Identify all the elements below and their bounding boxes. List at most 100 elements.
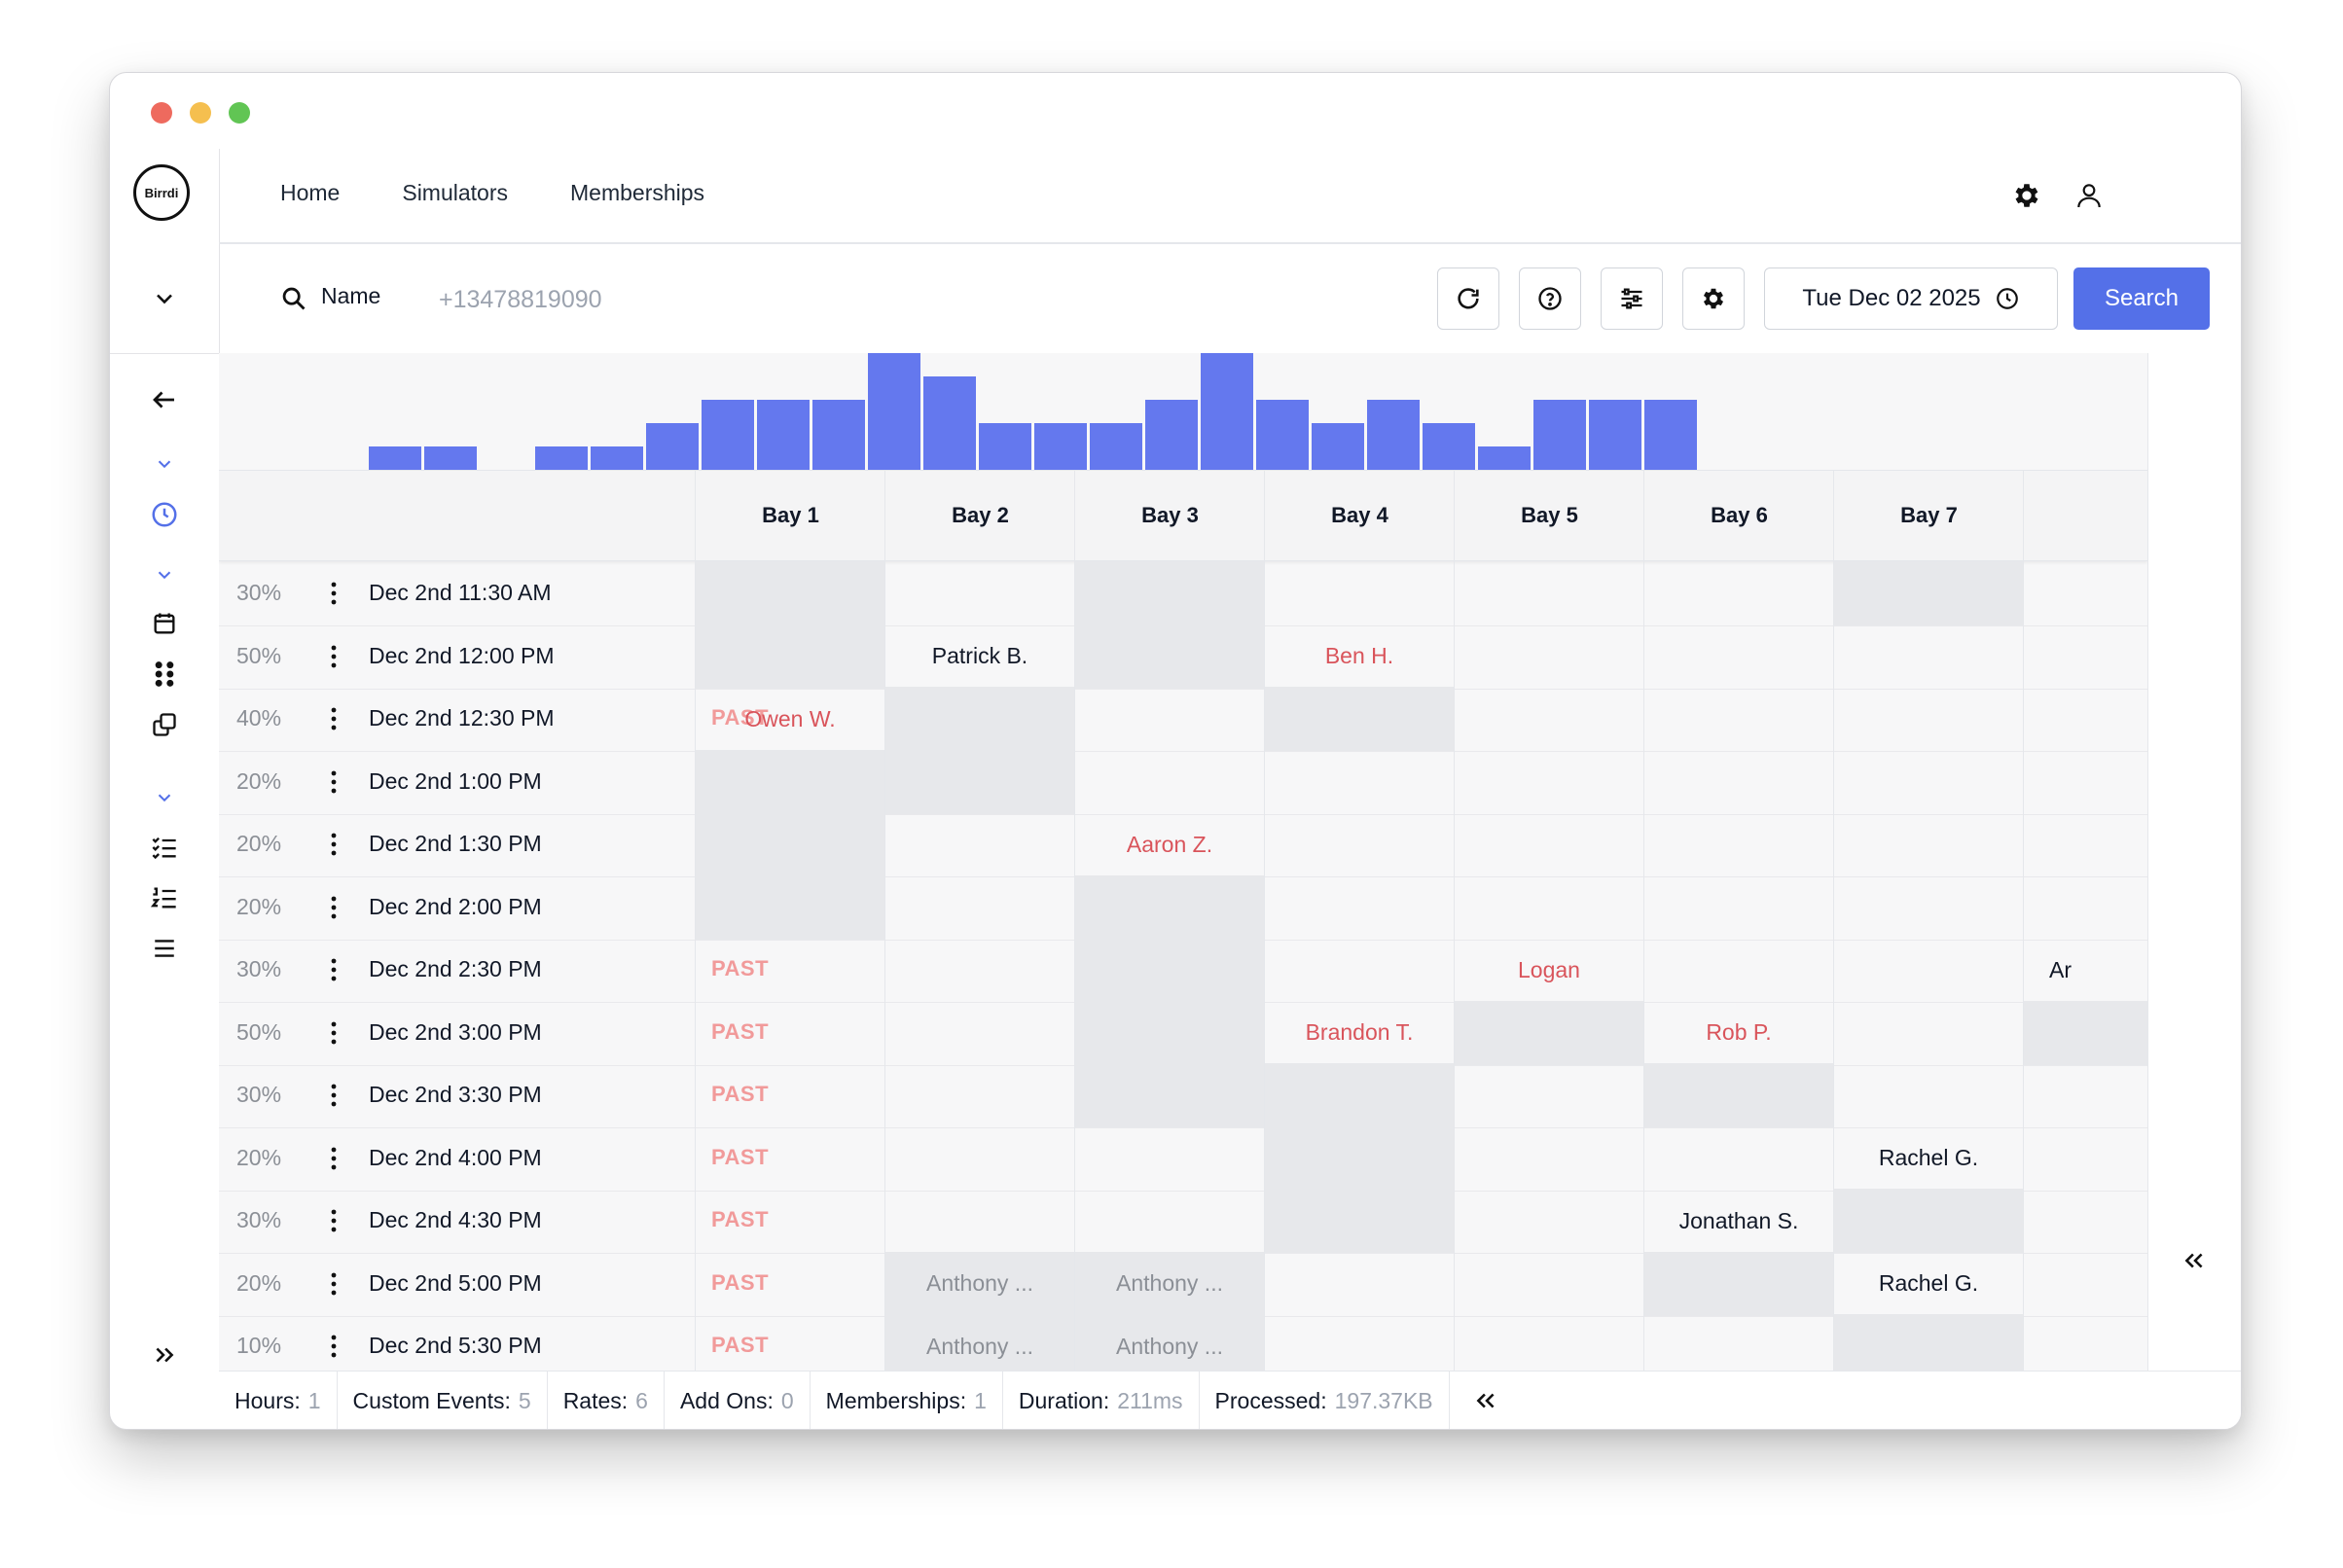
row-menu-button[interactable]: [322, 704, 345, 733]
empty-slot-cell[interactable]: [2023, 1314, 2147, 1371]
empty-slot-cell[interactable]: [1074, 687, 1264, 751]
booking-cell[interactable]: Rob P.: [1643, 1000, 1833, 1065]
empty-slot-cell[interactable]: [2023, 812, 2147, 876]
empty-slot-cell[interactable]: [2023, 561, 2147, 625]
empty-slot-cell[interactable]: [2023, 1063, 2147, 1127]
empty-slot-cell[interactable]: [884, 1125, 1074, 1191]
booking-cell[interactable]: Aaron Z.: [1074, 812, 1264, 876]
bay-header[interactable]: Bay 5: [1454, 471, 1644, 560]
empty-slot-cell[interactable]: [2023, 1251, 2147, 1316]
sidebar-item-timeline[interactable]: [145, 495, 184, 534]
booking-cell[interactable]: Rachel G.: [1833, 1251, 2023, 1316]
empty-slot-cell[interactable]: [1643, 624, 1833, 689]
empty-slot-cell[interactable]: [1833, 687, 2023, 751]
zoom-window-button[interactable]: [229, 102, 250, 124]
gear-icon[interactable]: [2011, 180, 2042, 211]
empty-slot-cell[interactable]: [695, 938, 884, 1002]
blocked-slot-cell[interactable]: [1074, 1063, 1264, 1127]
row-menu-button[interactable]: [322, 1332, 345, 1361]
bay-header[interactable]: Bay 3: [1074, 471, 1265, 560]
row-menu-button[interactable]: [322, 830, 345, 859]
empty-slot-cell[interactable]: [1643, 812, 1833, 876]
birrdi-logo[interactable]: Birrdi: [133, 164, 190, 221]
empty-slot-cell[interactable]: [695, 1314, 884, 1371]
empty-slot-cell[interactable]: [1454, 749, 1643, 814]
bay-header[interactable]: Bay 2: [884, 471, 1075, 560]
back-button[interactable]: [145, 380, 184, 419]
booking-cell[interactable]: Anthony ...: [1074, 1314, 1264, 1371]
blocked-slot-cell[interactable]: [695, 749, 884, 814]
empty-slot-cell[interactable]: [884, 1063, 1074, 1127]
empty-slot-cell[interactable]: [1833, 749, 2023, 814]
row-menu-button[interactable]: [322, 767, 345, 797]
nav-home[interactable]: Home: [280, 180, 341, 205]
blocked-slot-cell[interactable]: [1074, 624, 1264, 689]
date-picker[interactable]: Tue Dec 02 2025: [1764, 267, 2058, 330]
empty-slot-cell[interactable]: [1454, 1251, 1643, 1316]
empty-slot-cell[interactable]: [1643, 561, 1833, 625]
empty-slot-cell[interactable]: [1454, 561, 1643, 625]
row-menu-button[interactable]: [322, 1206, 345, 1235]
empty-slot-cell[interactable]: [1643, 1125, 1833, 1191]
blocked-slot-cell[interactable]: [1264, 687, 1454, 751]
grid-settings-button[interactable]: [1682, 267, 1745, 330]
booking-cell[interactable]: Rachel G.: [1833, 1125, 2023, 1191]
empty-slot-cell[interactable]: [884, 1000, 1074, 1065]
refresh-button[interactable]: [1437, 267, 1499, 330]
blocked-slot-cell[interactable]: [2023, 1000, 2147, 1065]
empty-slot-cell[interactable]: [1074, 1189, 1264, 1253]
empty-slot-cell[interactable]: [1643, 1314, 1833, 1371]
bay-header[interactable]: Bay 6: [1643, 471, 1834, 560]
blocked-slot-cell[interactable]: [1833, 1314, 2023, 1371]
empty-slot-cell[interactable]: [1643, 749, 1833, 814]
empty-slot-cell[interactable]: [1833, 1000, 2023, 1065]
double-chevron-left-icon[interactable]: [2181, 1248, 2207, 1273]
row-menu-button[interactable]: [322, 1081, 345, 1110]
empty-slot-cell[interactable]: [695, 1251, 884, 1316]
empty-slot-cell[interactable]: [1264, 561, 1454, 625]
search-button[interactable]: Search: [2073, 267, 2210, 330]
empty-slot-cell[interactable]: [2023, 687, 2147, 751]
row-menu-button[interactable]: [322, 893, 345, 922]
row-menu-button[interactable]: [322, 955, 345, 984]
blocked-slot-cell[interactable]: [884, 749, 1074, 814]
empty-slot-cell[interactable]: [1454, 812, 1643, 876]
booking-cell[interactable]: Jonathan S.: [1643, 1189, 1833, 1253]
nav-simulators[interactable]: Simulators: [402, 180, 509, 205]
empty-slot-cell[interactable]: [1833, 624, 2023, 689]
empty-slot-cell[interactable]: [884, 1189, 1074, 1253]
bay-header[interactable]: Bay 4: [1264, 471, 1455, 560]
empty-slot-cell[interactable]: [2023, 624, 2147, 689]
empty-slot-cell[interactable]: [1833, 938, 2023, 1002]
booking-cell[interactable]: Ben H.: [1264, 624, 1454, 689]
booking-cell[interactable]: Owen W.: [695, 687, 884, 751]
collapse-footer-button[interactable]: [1450, 1388, 1522, 1413]
empty-slot-cell[interactable]: [1454, 874, 1643, 940]
empty-slot-cell[interactable]: [1454, 1063, 1643, 1127]
bay-header[interactable]: Bay 7: [1833, 471, 2024, 560]
search-field-label[interactable]: Name: [321, 283, 381, 308]
blocked-slot-cell[interactable]: [1074, 561, 1264, 625]
sidebar-item-numbered-list[interactable]: [145, 878, 184, 917]
booking-cell[interactable]: Anthony ...: [1074, 1251, 1264, 1316]
row-menu-button[interactable]: [322, 579, 345, 608]
sidebar-item-checklist[interactable]: [145, 828, 184, 867]
empty-slot-cell[interactable]: [695, 1000, 884, 1065]
booking-cell[interactable]: Brandon T.: [1264, 1000, 1454, 1065]
empty-slot-cell[interactable]: [1074, 1125, 1264, 1191]
empty-slot-cell[interactable]: [1264, 1251, 1454, 1316]
bay-header[interactable]: Bay 1: [695, 471, 885, 560]
empty-slot-cell[interactable]: [695, 1125, 884, 1191]
blocked-slot-cell[interactable]: [1264, 1063, 1454, 1127]
blocked-slot-cell[interactable]: [884, 687, 1074, 751]
close-window-button[interactable]: [151, 102, 172, 124]
minimize-window-button[interactable]: [190, 102, 211, 124]
row-menu-button[interactable]: [322, 1018, 345, 1048]
empty-slot-cell[interactable]: [1264, 749, 1454, 814]
blocked-slot-cell[interactable]: [1643, 1251, 1833, 1316]
phone-search-input[interactable]: [437, 271, 1025, 328]
section-toggle-2[interactable]: [145, 555, 184, 594]
blocked-slot-cell[interactable]: [1454, 1000, 1643, 1065]
empty-slot-cell[interactable]: [1643, 938, 1833, 1002]
sidebar-item-grid[interactable]: [145, 655, 184, 694]
